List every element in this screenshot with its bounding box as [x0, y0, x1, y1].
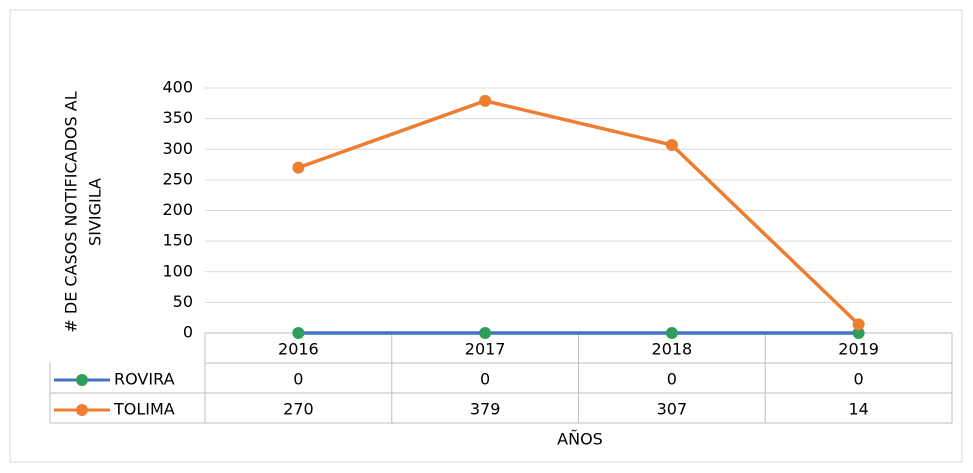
- table-value: 0: [293, 370, 303, 389]
- point: [852, 327, 865, 339]
- series-line: [297, 99, 860, 326]
- legend-label: TOLIMA: [113, 400, 175, 419]
- y-tick-label: 250: [162, 169, 193, 188]
- point: [292, 161, 305, 174]
- point: [479, 327, 492, 339]
- y-axis-title-line: # DE CASOS NOTIFICADOS AL: [62, 91, 81, 332]
- table-value: 307: [657, 400, 688, 419]
- chart-border: [9, 9, 963, 463]
- table-value: 270: [283, 400, 314, 419]
- y-axis-title: # DE CASOS NOTIFICADOS AL SIVIGILA: [62, 91, 105, 332]
- y-tick-label: 50: [173, 292, 193, 311]
- table-value: 14: [848, 400, 868, 419]
- y-tick-label: 0: [183, 323, 193, 342]
- point: [479, 94, 492, 107]
- legend-marker: [76, 404, 88, 416]
- point: [665, 327, 678, 339]
- x-tick-label: 2016: [278, 340, 319, 359]
- x-tick-label: 2019: [838, 340, 879, 359]
- legend-marker: [76, 374, 88, 386]
- table-value: 379: [470, 400, 501, 419]
- x-tick-label: 2017: [465, 340, 506, 359]
- y-tick-label: 300: [162, 139, 193, 158]
- y-tick-label: 150: [162, 231, 193, 250]
- y-tick-label: 100: [162, 261, 193, 280]
- table-value: 0: [480, 370, 490, 389]
- legend-label: ROVIRA: [114, 370, 175, 389]
- y-tick-label: 350: [162, 108, 193, 127]
- point: [852, 318, 865, 331]
- y-tick-label: 200: [162, 200, 193, 219]
- point: [665, 138, 678, 151]
- y-axis-title-line: SIVIGILA: [86, 178, 105, 246]
- x-axis-title: AÑOS: [557, 430, 603, 449]
- x-tick-label: 2018: [652, 340, 693, 359]
- point: [292, 327, 305, 339]
- table-value: 0: [854, 370, 864, 389]
- y-tick-label: 400: [162, 78, 193, 97]
- table-value: 0: [667, 370, 677, 389]
